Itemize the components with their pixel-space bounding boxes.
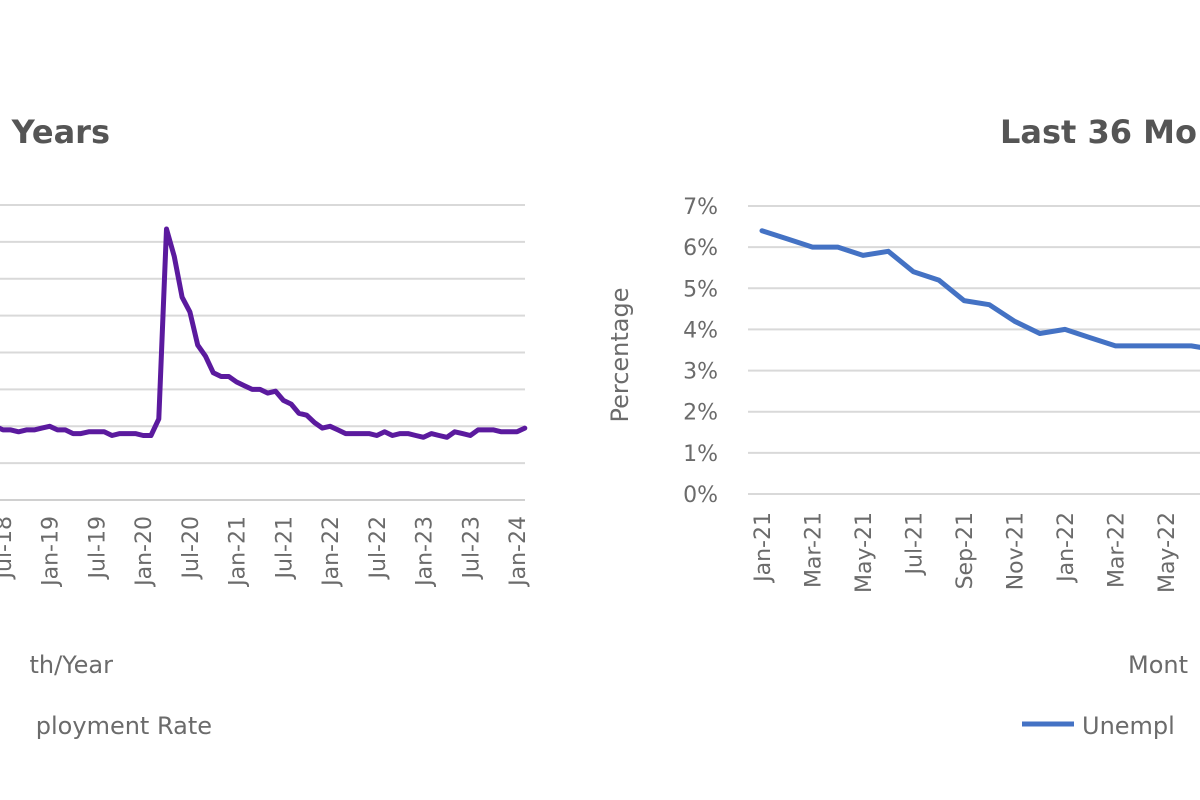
left-x-tick-label: Jul-23 xyxy=(459,516,484,580)
left-x-tick-label: Jan-19 xyxy=(39,516,64,588)
left-legend: ployment Rate xyxy=(36,712,212,740)
left-x-axis-title: th/Year xyxy=(29,651,113,679)
left-chart: Years Jul-18 Jan-19 Jul-19 Jan-20 Jul-20 Jan-… xyxy=(0,113,531,740)
left-series-line xyxy=(0,226,528,440)
right-x-tick-label: Jan-22 xyxy=(1054,512,1079,584)
left-gridlines xyxy=(0,204,525,465)
left-x-tick-labels: Jul-18 Jan-19 Jul-19 Jan-20 Jul-20 Jan-21 Jul-… xyxy=(0,516,531,588)
left-x-tick-label: Jan-23 xyxy=(413,516,438,588)
right-x-tick-label: Jul-21 xyxy=(903,512,928,576)
left-chart-title: Years xyxy=(11,113,110,151)
left-legend-label: ployment Rate xyxy=(36,712,212,740)
right-y-tick-label: 0% xyxy=(683,483,718,508)
right-legend-label: Unempl xyxy=(1082,712,1175,740)
right-y-tick-label: 5% xyxy=(683,277,718,302)
left-x-tick-label: Jan-21 xyxy=(226,516,251,588)
left-x-tick-label: Jan-22 xyxy=(319,516,344,588)
right-x-tick-label: Sep-21 xyxy=(953,512,978,589)
right-y-tick-label: 3% xyxy=(683,360,718,385)
left-x-tick-label: Jul-20 xyxy=(179,516,204,580)
right-x-axis-title: Mont xyxy=(1128,651,1188,679)
right-series-line xyxy=(759,228,1200,350)
right-gridlines xyxy=(748,205,1200,495)
right-y-tick-label: 7% xyxy=(683,195,718,220)
right-x-tick-label: May-21 xyxy=(852,512,877,593)
right-x-tick-label: Jan-21 xyxy=(751,512,776,584)
right-y-tick-label: 2% xyxy=(683,401,718,426)
left-x-tick-label: Jul-22 xyxy=(366,516,391,580)
right-chart: Last 36 Mo 0% 1% 2% 3% 4% 5% 6% 7% Jan-21 Mar-21… xyxy=(606,113,1200,740)
right-y-tick-label: 4% xyxy=(683,318,718,343)
left-x-tick-label: Jan-24 xyxy=(506,516,531,588)
right-y-tick-labels: 0% 1% 2% 3% 4% 5% 6% 7% xyxy=(683,195,718,508)
right-x-tick-label: Mar-22 xyxy=(1105,512,1130,588)
right-y-tick-label: 1% xyxy=(683,442,718,467)
right-legend: Unempl xyxy=(1022,712,1175,740)
right-x-tick-label: Nov-21 xyxy=(1004,512,1029,590)
right-x-tick-label: May-22 xyxy=(1155,512,1180,593)
left-x-tick-label: Jul-21 xyxy=(272,516,297,580)
right-y-tick-label: 6% xyxy=(683,236,718,261)
right-y-axis-title: Percentage xyxy=(606,287,634,422)
left-x-tick-label: Jul-19 xyxy=(85,516,110,580)
left-x-tick-label: Jan-20 xyxy=(132,516,157,588)
right-x-tick-labels: Jan-21 Mar-21 May-21 Jul-21 Sep-21 Nov-21 Jan-… xyxy=(751,512,1180,593)
right-x-tick-label: Mar-21 xyxy=(802,512,827,588)
right-chart-title: Last 36 Mo xyxy=(1000,113,1197,151)
left-x-tick-label: Jul-18 xyxy=(0,516,17,580)
